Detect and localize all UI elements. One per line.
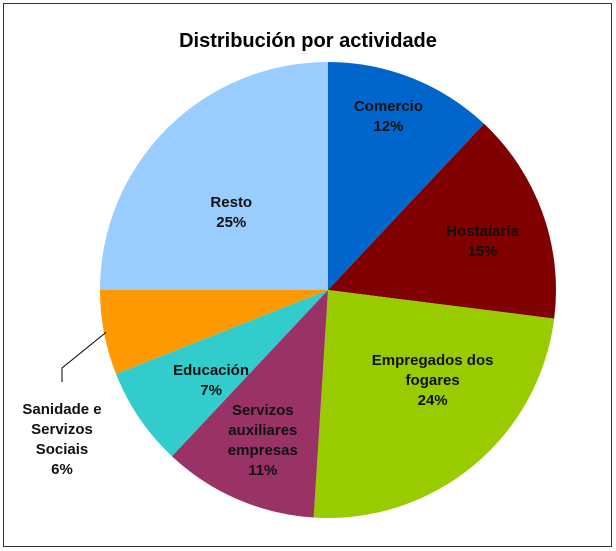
- leader-line: [61, 331, 107, 382]
- value-label: 24%: [417, 392, 448, 410]
- slice-label: Empregados dos fogares 24%: [368, 351, 498, 411]
- category-label: Comercio: [353, 98, 424, 116]
- category-label: Hostalaría: [446, 223, 519, 241]
- value-label: 7%: [200, 382, 222, 400]
- slice-label: Educación 7%: [161, 361, 261, 401]
- value-label: 25%: [216, 214, 247, 232]
- category-label: Resto: [210, 194, 253, 212]
- pie-slice: [116, 290, 329, 457]
- category-label: Sanidade e Servizos Sociais: [22, 401, 102, 458]
- chart-title: Distribución por actividade: [179, 30, 437, 52]
- value-label: 15%: [467, 243, 498, 261]
- category-label: Servizos auxiliares empresas: [227, 401, 298, 459]
- slice-label: Hostalaría 15%: [427, 222, 537, 262]
- slice-label: Comercio 12%: [338, 97, 438, 137]
- slice-label: Servizos auxiliares empresas 11%: [208, 401, 318, 481]
- slice-label: Sanidade e Servizos Sociais 6%: [7, 400, 117, 480]
- pie-slice: [328, 123, 556, 319]
- pie-slice: [100, 290, 328, 374]
- slice-label: Resto 25%: [181, 193, 281, 233]
- pie-slice: [328, 62, 485, 290]
- pie-slice: [100, 62, 328, 290]
- category-label: Empregados dos fogares: [371, 352, 494, 390]
- pie-slice: [171, 290, 328, 518]
- pie-slice: [313, 290, 555, 518]
- value-label: 6%: [51, 461, 73, 478]
- value-label: 12%: [373, 118, 404, 136]
- value-label: 11%: [248, 461, 278, 479]
- category-label: Educación: [173, 362, 249, 380]
